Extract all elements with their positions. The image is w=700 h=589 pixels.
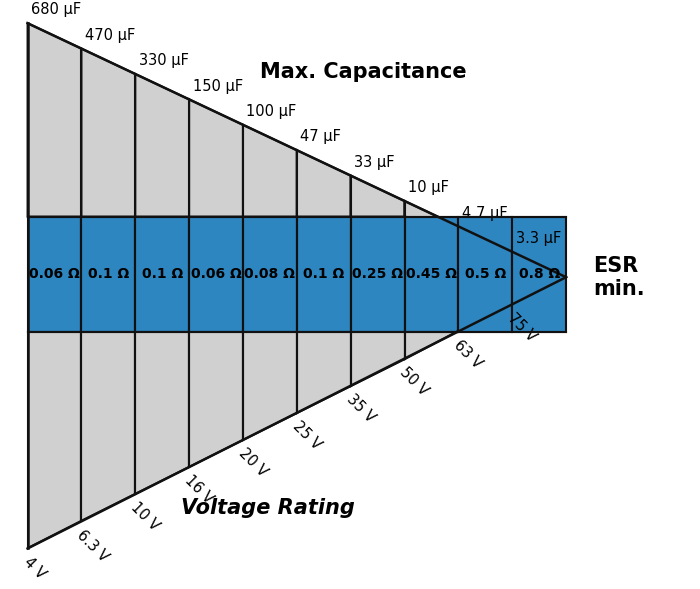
Polygon shape (351, 176, 405, 217)
Polygon shape (81, 217, 135, 332)
Text: 0.25 Ω: 0.25 Ω (352, 267, 403, 282)
Polygon shape (135, 217, 189, 332)
Text: 10 V: 10 V (128, 500, 162, 534)
Text: 330 μF: 330 μF (139, 53, 188, 68)
Polygon shape (189, 100, 243, 217)
Text: 4.7 μF: 4.7 μF (462, 206, 507, 221)
Polygon shape (405, 217, 458, 332)
Text: ESR
min.: ESR min. (594, 256, 645, 299)
Text: 0.1 Ω: 0.1 Ω (88, 267, 129, 282)
Polygon shape (135, 74, 189, 217)
Polygon shape (351, 332, 405, 386)
Text: 33 μF: 33 μF (354, 155, 395, 170)
Text: 470 μF: 470 μF (85, 28, 135, 43)
Text: 35 V: 35 V (344, 392, 377, 425)
Text: 0.8 Ω: 0.8 Ω (519, 267, 560, 282)
Polygon shape (27, 332, 81, 548)
Text: 20 V: 20 V (236, 446, 270, 480)
Text: 6.3 V: 6.3 V (74, 527, 111, 564)
Text: 10 μF: 10 μF (408, 180, 449, 195)
Text: 0.1 Ω: 0.1 Ω (141, 267, 183, 282)
Polygon shape (458, 217, 512, 332)
Polygon shape (81, 332, 135, 521)
Text: 0.06 Ω: 0.06 Ω (29, 267, 80, 282)
Text: 47 μF: 47 μF (300, 130, 341, 144)
Text: 4 V: 4 V (20, 554, 48, 582)
Text: 63 V: 63 V (452, 337, 485, 371)
Polygon shape (405, 201, 458, 226)
Polygon shape (27, 217, 81, 332)
Text: 3.3 μF: 3.3 μF (516, 231, 561, 246)
Text: 150 μF: 150 μF (193, 78, 243, 94)
Text: 50 V: 50 V (398, 365, 431, 399)
Text: 680 μF: 680 μF (31, 2, 81, 18)
Text: 25 V: 25 V (290, 419, 324, 453)
Polygon shape (297, 332, 351, 413)
Polygon shape (81, 49, 135, 217)
Text: 0.45 Ω: 0.45 Ω (406, 267, 457, 282)
Text: 0.5 Ω: 0.5 Ω (465, 267, 506, 282)
Text: 100 μF: 100 μF (246, 104, 297, 119)
Polygon shape (243, 125, 297, 217)
Text: 16 V: 16 V (182, 473, 216, 507)
Polygon shape (135, 332, 189, 494)
Text: Max. Capacitance: Max. Capacitance (260, 62, 467, 82)
Polygon shape (297, 217, 351, 332)
Polygon shape (297, 150, 351, 217)
Polygon shape (243, 217, 297, 332)
Text: 0.1 Ω: 0.1 Ω (303, 267, 344, 282)
Polygon shape (405, 332, 458, 359)
Polygon shape (27, 23, 81, 217)
Polygon shape (189, 332, 243, 467)
Text: 75 V: 75 V (505, 310, 539, 344)
Polygon shape (351, 217, 405, 332)
Text: Voltage Rating: Voltage Rating (181, 498, 355, 518)
Polygon shape (512, 217, 566, 332)
Polygon shape (243, 332, 297, 440)
Polygon shape (189, 217, 243, 332)
Text: 0.08 Ω: 0.08 Ω (244, 267, 295, 282)
Text: 0.06 Ω: 0.06 Ω (190, 267, 241, 282)
